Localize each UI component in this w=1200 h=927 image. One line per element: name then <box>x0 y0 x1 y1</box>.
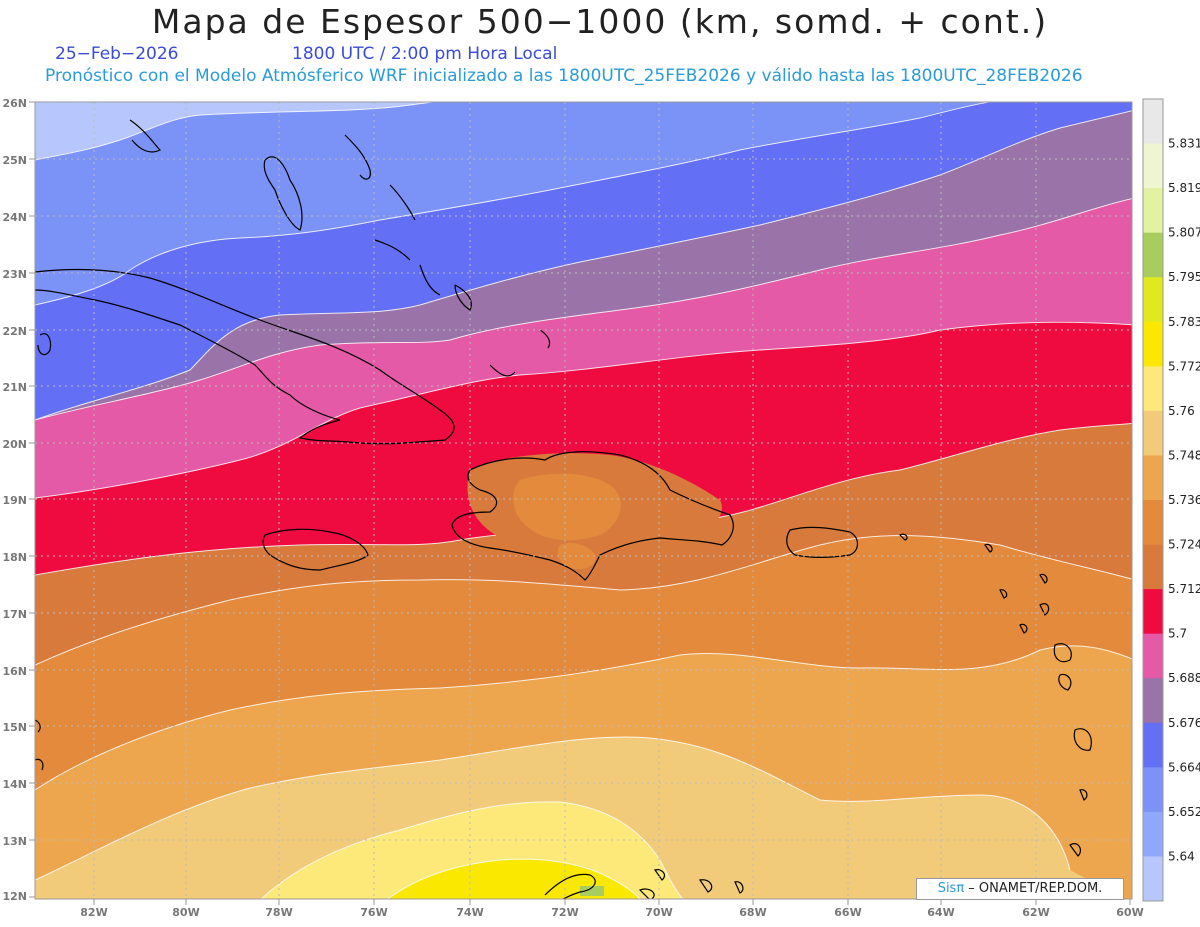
colorbar-frame <box>1142 98 1164 902</box>
colorbar-label: 5.688 <box>1168 671 1200 685</box>
lon-label: 74W <box>456 906 483 919</box>
colorbar-label: 5.7 <box>1168 627 1187 641</box>
thickness-field <box>35 102 1132 899</box>
colorbar-label: 5.736 <box>1168 493 1200 507</box>
lat-label: 25N <box>2 154 27 167</box>
colorbar-label: 5.783 <box>1168 315 1200 329</box>
colorbar-swatch <box>1143 722 1163 768</box>
colorbar-label: 5.724 <box>1168 538 1200 552</box>
lat-label: 20N <box>2 438 27 451</box>
band-5664 <box>35 102 989 305</box>
lat-ticks <box>29 101 35 898</box>
colorbar-label: 5.807 <box>1168 226 1200 240</box>
lat-label: 14N <box>2 778 27 791</box>
graticule <box>35 102 1132 899</box>
lon-label: 70W <box>645 906 672 919</box>
colorbar-label: 5.76 <box>1168 404 1195 418</box>
colorbar-swatch <box>1143 277 1163 323</box>
colorbar-swatch <box>1143 544 1163 590</box>
colorbar-swatch <box>1143 589 1163 635</box>
colorbar-swatch <box>1143 678 1163 724</box>
colorbar-label: 5.819 <box>1168 181 1200 195</box>
colorbar-label: 5.652 <box>1168 805 1200 819</box>
lon-label: 82W <box>80 906 107 919</box>
colorbar-swatch <box>1143 856 1163 902</box>
colorbar-swatch <box>1143 500 1163 546</box>
forecast-description: Pronóstico con el Modelo Atmósferico WRF… <box>45 66 1083 86</box>
colorbar-swatch <box>1143 410 1163 456</box>
lon-ticks <box>93 899 1131 905</box>
lon-label: 76W <box>360 906 387 919</box>
lat-label: 13N <box>2 835 27 848</box>
colorbar: 5.831 5.819 5.807 5.795 5.783 5.772 5.76 5.748 5… <box>1142 98 1200 902</box>
band-5783 <box>580 886 604 896</box>
map-frame <box>34 101 1133 900</box>
lat-label: 18N <box>2 551 27 564</box>
lon-label: 66W <box>834 906 861 919</box>
lon-label: 80W <box>172 906 199 919</box>
map-title: Mapa de Espesor 500−1000 (km, somd. + co… <box>151 2 1049 41</box>
lat-label: 15N <box>2 721 27 734</box>
forecast-date: 25−Feb−2026 <box>55 44 179 64</box>
colorbar-swatch <box>1143 321 1163 367</box>
longitude-labels: 82W 80W 78W 76W 74W 72W 70W 68W 66W 64W … <box>80 906 1143 919</box>
latitude-labels: 26N 25N 24N 23N 22N 21N 20N 19N 18N 17N … <box>2 97 27 903</box>
lat-label: 17N <box>2 608 27 621</box>
colorbar-label: 5.664 <box>1168 760 1200 774</box>
colorbar-swatch <box>1143 232 1163 278</box>
credit-box: Sisπ – ONAMET/REP.DOM. <box>916 878 1124 900</box>
credit-brand: Sisπ <box>937 881 965 896</box>
lat-label: 21N <box>2 381 27 394</box>
colorbar-swatch <box>1143 99 1163 145</box>
lon-label: 60W <box>1116 906 1143 919</box>
lat-label: 26N <box>2 97 27 110</box>
lat-label: 24N <box>2 211 27 224</box>
colorbar-label: 5.64 <box>1168 849 1195 863</box>
lon-label: 78W <box>265 906 292 919</box>
colorbar-label: 5.748 <box>1168 448 1200 462</box>
colorbar-swatch <box>1143 143 1163 189</box>
colorbar-swatch <box>1143 633 1163 679</box>
colorbar-swatch <box>1143 455 1163 501</box>
colorbar-label: 5.831 <box>1168 137 1200 151</box>
lon-label: 72W <box>551 906 578 919</box>
lat-label: 12N <box>2 890 27 903</box>
lon-label: 68W <box>739 906 766 919</box>
colorbar-label: 5.712 <box>1168 582 1200 596</box>
colorbar-swatch <box>1143 811 1163 857</box>
lat-label: 19N <box>2 494 27 507</box>
lon-label: 64W <box>927 906 954 919</box>
colorbar-swatch <box>1143 767 1163 813</box>
colorbar-label: 5.772 <box>1168 359 1200 373</box>
lat-label: 23N <box>2 268 27 281</box>
colorbar-swatch <box>1143 366 1163 412</box>
credit-org: – ONAMET/REP.DOM. <box>964 881 1103 896</box>
lat-label: 16N <box>2 665 27 678</box>
colorbar-label: 5.795 <box>1168 270 1200 284</box>
lon-label: 62W <box>1022 906 1049 919</box>
coastlines <box>35 119 1092 899</box>
lat-label: 22N <box>2 325 27 338</box>
forecast-time: 1800 UTC / 2:00 pm Hora Local <box>292 44 558 64</box>
band-5652 <box>35 102 433 160</box>
colorbar-label: 5.676 <box>1168 716 1200 730</box>
colorbar-swatch <box>1143 188 1163 234</box>
